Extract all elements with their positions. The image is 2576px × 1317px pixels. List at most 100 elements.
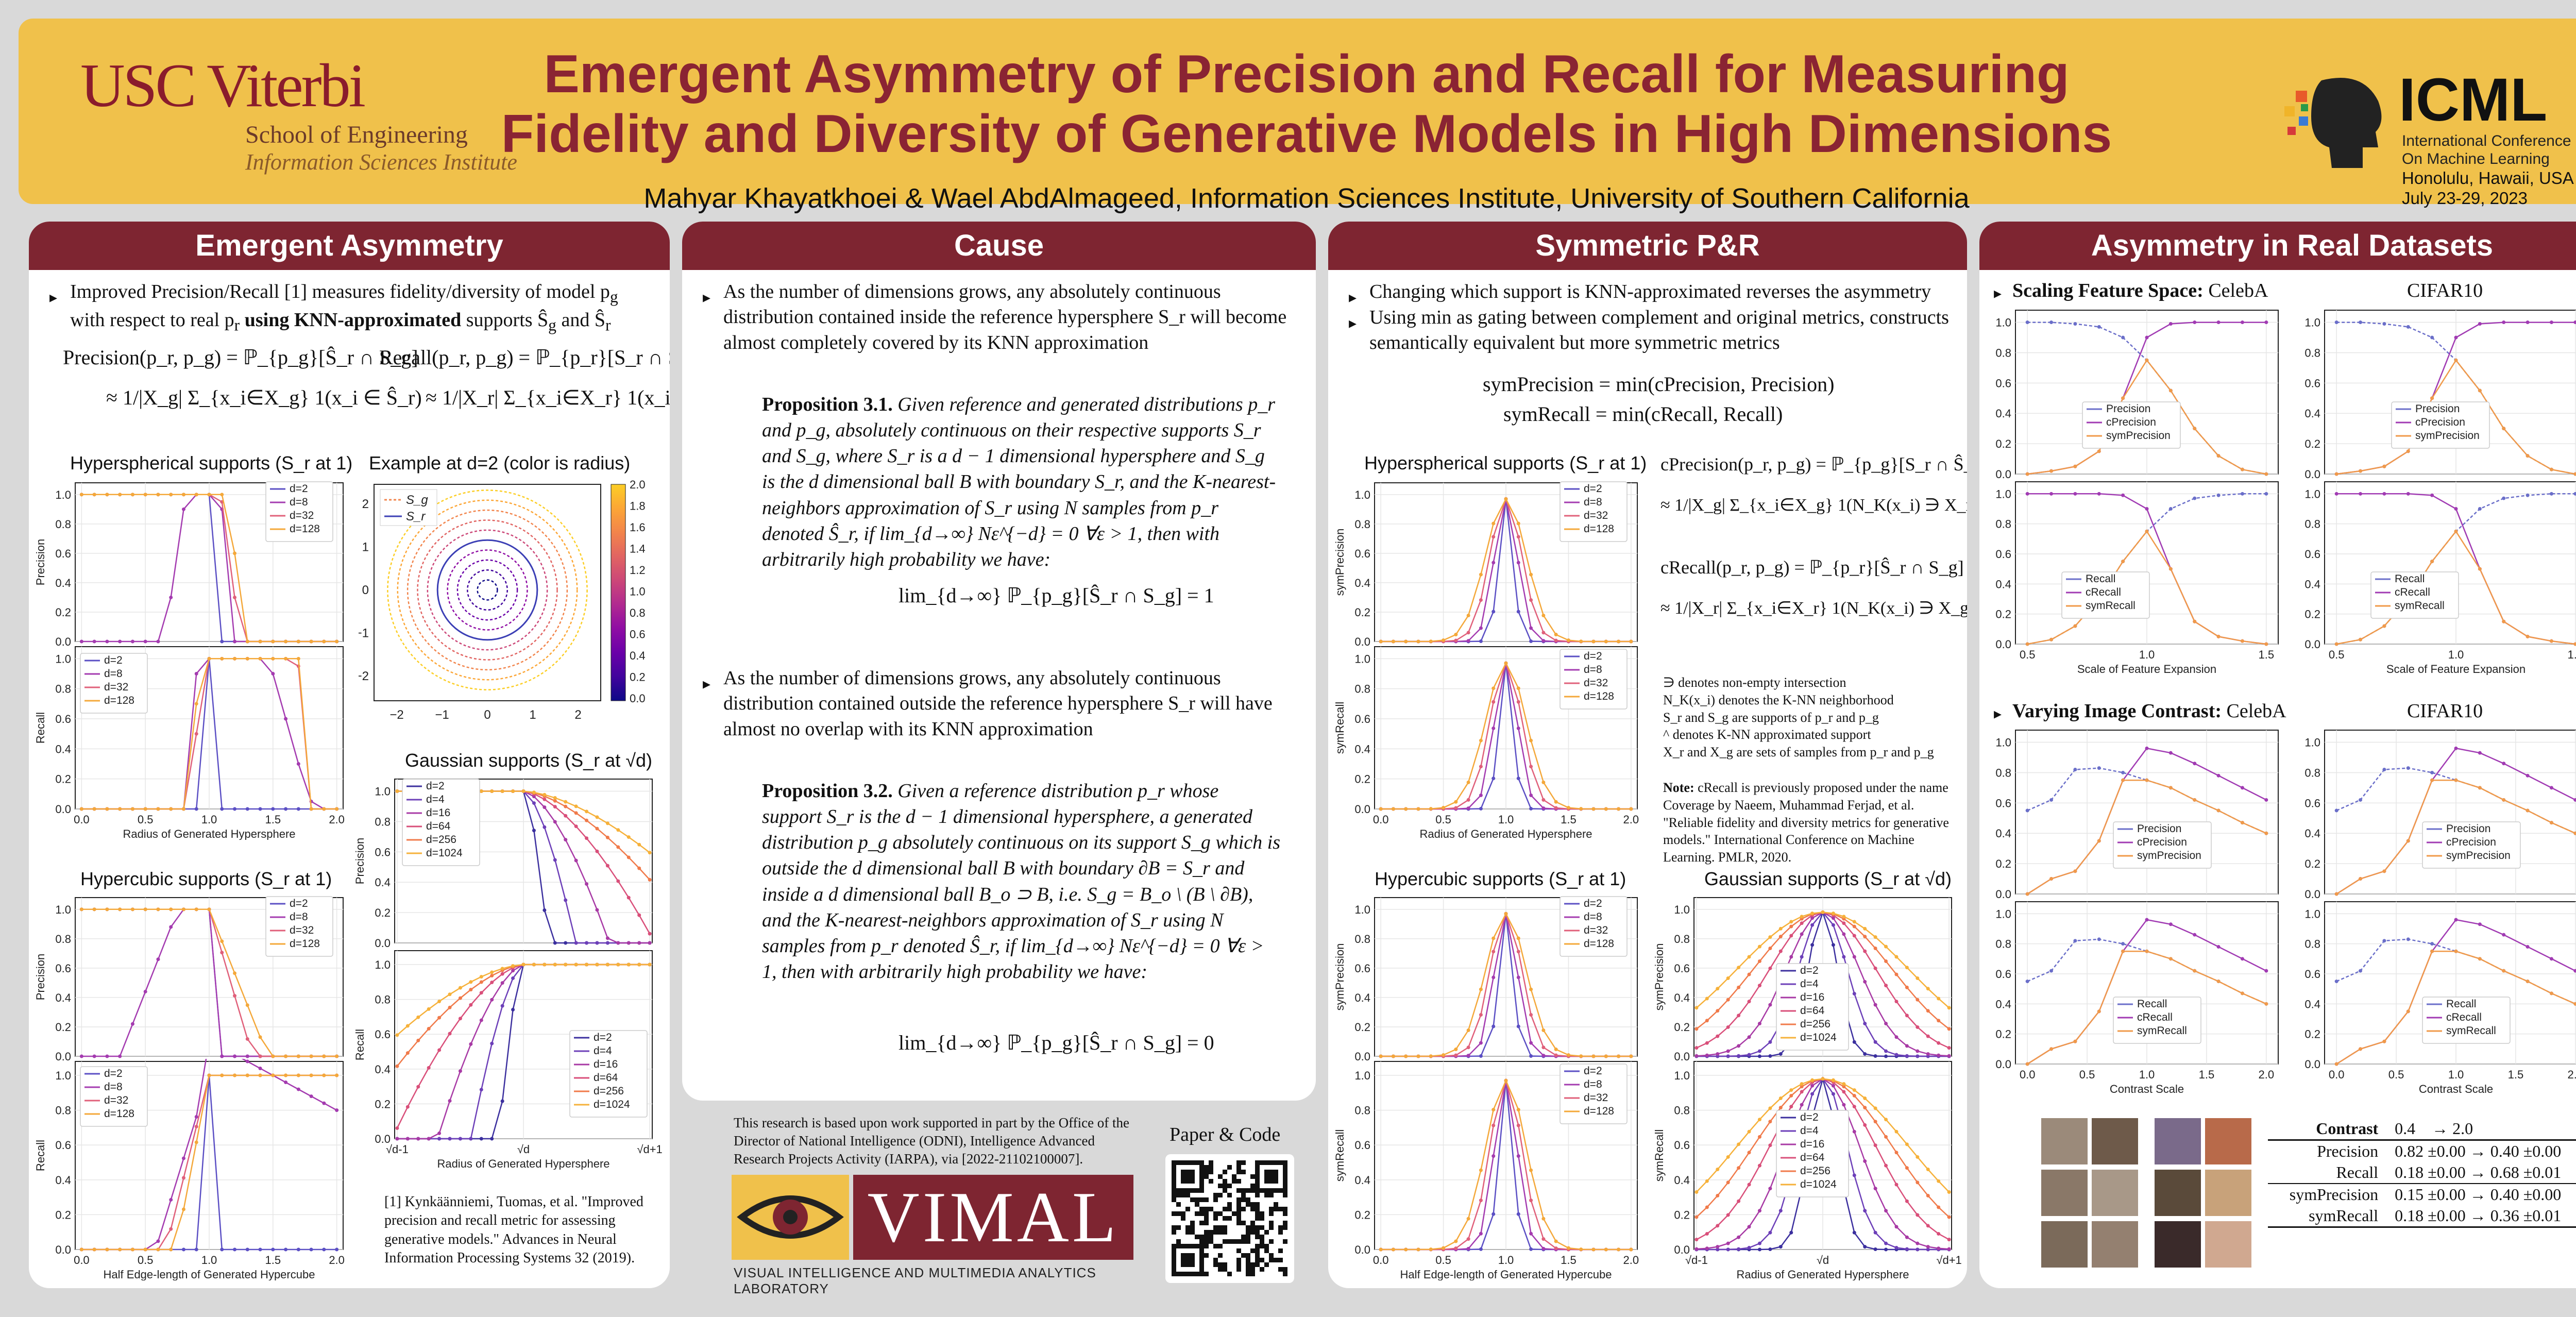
y-tick-label: 0.0: [1354, 1243, 1370, 1256]
icml-logo: ICML International Conference On Machine…: [2280, 65, 2576, 209]
x-tick-label: 0.0: [1373, 1254, 1389, 1267]
legend-label: Recall: [2137, 998, 2167, 1010]
data-point: [1466, 780, 1470, 784]
data-point: [1778, 926, 1783, 931]
data-point: [2049, 320, 2054, 325]
data-point: [1778, 1245, 1783, 1249]
x-tick-label: 1.0: [1498, 1254, 1514, 1267]
data-point: [1705, 1041, 1709, 1045]
legend-label: d=64: [594, 1072, 618, 1084]
data-point: [245, 1003, 249, 1007]
qr-module: [1250, 1267, 1255, 1272]
data-point: [543, 805, 547, 809]
qr-module: [1199, 1207, 1204, 1211]
data-point: [309, 1094, 313, 1099]
data-point: [637, 963, 641, 967]
data-point: [1694, 1247, 1699, 1251]
data-point: [2406, 449, 2410, 453]
data-point: [220, 1073, 224, 1077]
legend-box: [1560, 896, 1628, 957]
y-tick-label: 0.6: [1995, 968, 2011, 981]
data-point: [233, 971, 237, 975]
plot-title-example: Example at d=2 (color is radius): [369, 452, 631, 474]
data-point: [284, 1073, 288, 1077]
y-tick-label: −1: [359, 627, 369, 640]
data-point: [448, 1137, 452, 1141]
data-point: [448, 1099, 452, 1103]
y-tick-label: 0.8: [55, 933, 71, 945]
data-point: [605, 963, 609, 967]
data-point: [1604, 639, 1608, 644]
y-tick-label: 1.0: [1354, 652, 1370, 665]
data-point: [1694, 1190, 1699, 1194]
data-point: [543, 797, 547, 801]
data-point: [1884, 944, 1888, 949]
data-point: [532, 963, 536, 967]
qr-code[interactable]: [1165, 1154, 1294, 1283]
qr-module: [1246, 1239, 1250, 1244]
data-point: [1442, 805, 1446, 809]
data-point: [1504, 911, 1508, 916]
data-point: [1852, 955, 1856, 959]
data-point: [1379, 639, 1383, 644]
data-point: [105, 1247, 109, 1252]
data-point: [1726, 1241, 1730, 1245]
legend-box: [2082, 401, 2181, 449]
icml-line-1: International Conference: [2402, 132, 2571, 149]
legend-box: [2391, 401, 2490, 449]
equation-recall-approx: ≈ 1/|X_r| Σ_{x_i∈X_r} 1(x_i ∈ Ŝ_g): [426, 386, 670, 409]
prop2-equation: lim_{d→∞} ℙ_{p_g}[Ŝ_r ∩ S_g] = 0: [899, 1031, 1214, 1054]
data-point: [118, 1054, 122, 1058]
y-axis-label: symPrecision: [1333, 943, 1346, 1011]
bullet-text-part-c: supports Ŝ: [466, 309, 549, 331]
legend-label: cPrecision: [2137, 836, 2187, 848]
data-point: [92, 1054, 96, 1058]
data-point: [2502, 320, 2506, 325]
data-point: [479, 1088, 483, 1092]
data-point: [595, 815, 599, 819]
legend-label: d=256: [594, 1085, 624, 1097]
data-point: [1863, 1245, 1867, 1249]
data-point: [1492, 1108, 1496, 1112]
data-point: [1842, 932, 1846, 936]
qr-module: [1204, 1174, 1209, 1179]
x-axis-label: Scale of Feature Expansion: [2386, 663, 2526, 675]
qr-module: [1241, 1239, 1246, 1244]
data-point: [2359, 469, 2363, 473]
data-point: [245, 807, 249, 811]
legend-label: cPrecision: [2415, 416, 2465, 428]
x-tick-label: 2.0: [329, 1254, 345, 1267]
data-point: [1516, 1154, 1520, 1158]
table-row-label: Precision: [2317, 1142, 2379, 1160]
section-scaling-title: Scaling Feature Space: CelebA: [2012, 278, 2268, 303]
legend-label: d=128: [1584, 690, 1614, 702]
data-point: [2406, 1009, 2410, 1014]
chart-gaussian-recall: 0.00.20.40.60.81.0√d-1 √d √d+1RecallRadius…: [353, 950, 663, 1170]
data-point: [595, 963, 599, 967]
usc-logo-wordmark: USC Viterbi: [80, 51, 366, 120]
vimal-subtitle: VISUAL INTELLIGENCE AND MULTIMEDIA ANALY…: [734, 1265, 1096, 1296]
data-point: [1905, 1142, 1909, 1146]
y-tick-label: 0.2: [1354, 1208, 1370, 1221]
data-point: [2382, 1039, 2386, 1043]
data-point: [1852, 1093, 1856, 1098]
y-tick-label: 0.6: [1995, 548, 2011, 561]
qr-module: [1236, 1207, 1241, 1211]
data-point: [2454, 507, 2458, 511]
data-point: [437, 1131, 442, 1135]
x-tick-label: √d: [1817, 1254, 1829, 1267]
y-axis-label: Precision: [353, 838, 366, 884]
legend-label: d=8: [104, 668, 123, 680]
face-thumbnails: [2041, 1118, 2258, 1273]
data-point: [585, 963, 589, 967]
qr-module: [1246, 1262, 1250, 1267]
legend-box: [80, 653, 148, 714]
x-tick-label: 2.0: [2259, 1068, 2275, 1081]
y-tick-label: 0.6: [1674, 1139, 1690, 1152]
x-tick-label: 1.5: [2199, 1068, 2215, 1081]
data-point: [1492, 950, 1496, 954]
data-point: [1529, 1231, 1533, 1236]
y-tick-label: 0.8: [55, 683, 71, 696]
data-point: [1789, 955, 1793, 959]
data-point: [1516, 610, 1520, 614]
